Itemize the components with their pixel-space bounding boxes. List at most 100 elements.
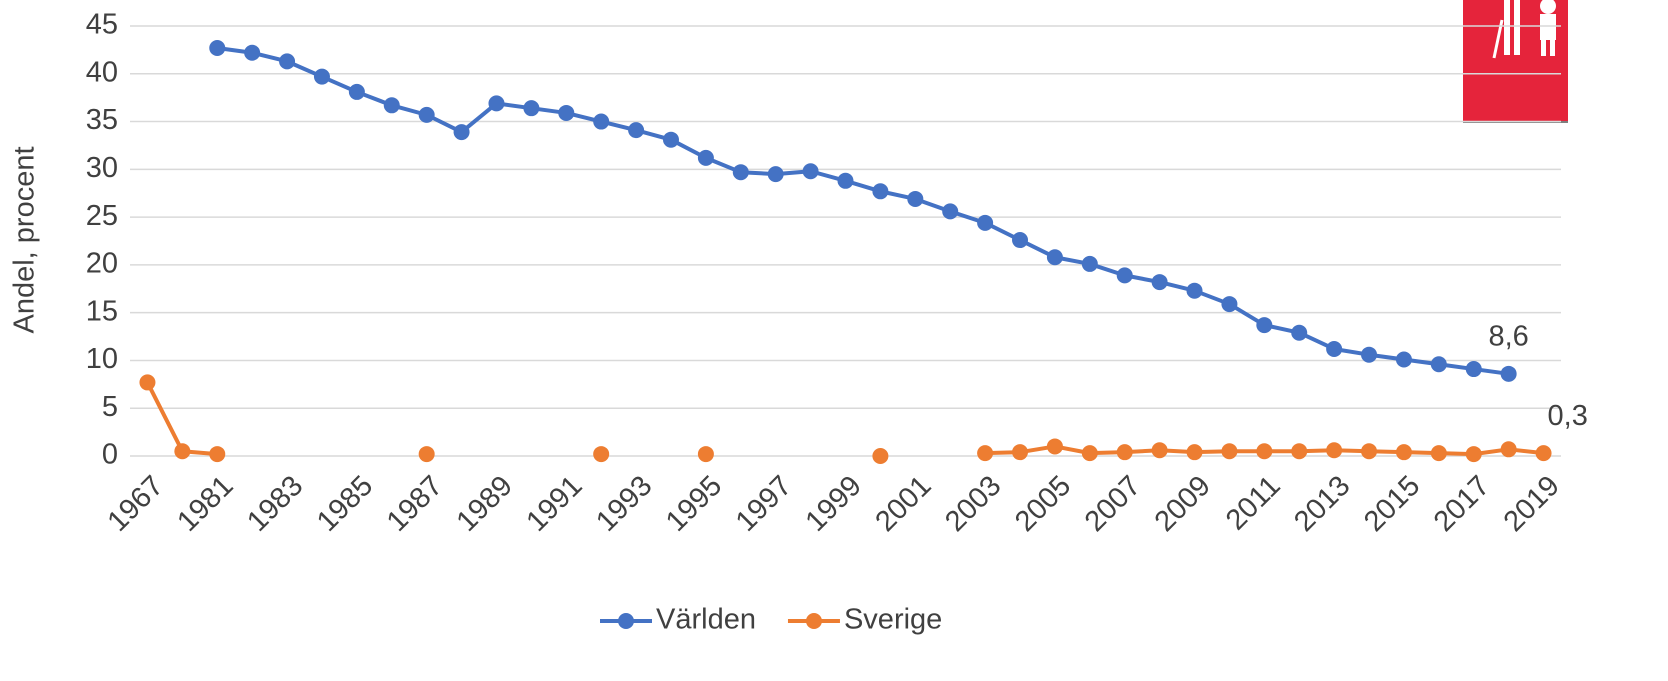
marker xyxy=(662,131,679,148)
legend-label: Sverige xyxy=(844,604,942,636)
marker xyxy=(488,95,505,112)
marker xyxy=(1256,443,1273,460)
marker xyxy=(697,149,714,166)
marker xyxy=(279,53,296,70)
marker xyxy=(1116,267,1133,284)
x-tick-label: 2011 xyxy=(1220,470,1287,537)
x-tick-label: 1989 xyxy=(451,470,519,538)
sdg-icon xyxy=(1463,0,1568,123)
marker xyxy=(1361,443,1378,460)
marker xyxy=(558,104,575,121)
series-line xyxy=(216,45,1509,376)
y-tick-label: 5 xyxy=(102,391,118,423)
marker xyxy=(802,163,819,180)
marker xyxy=(977,445,994,462)
marker xyxy=(418,446,435,463)
marker xyxy=(1465,361,1482,378)
marker xyxy=(1151,442,1168,459)
marker xyxy=(767,166,784,183)
marker xyxy=(1326,340,1343,357)
marker xyxy=(139,374,156,391)
legend-item: Sverige xyxy=(787,604,942,636)
marker xyxy=(1221,443,1238,460)
x-tick-label: 1985 xyxy=(311,470,379,538)
marker xyxy=(418,106,435,123)
marker xyxy=(1500,441,1517,458)
y-tick-label: 40 xyxy=(86,56,118,88)
marker xyxy=(1430,445,1447,462)
marker xyxy=(1465,446,1482,463)
x-tick-label: 1995 xyxy=(660,470,728,538)
data-label: 0,3 xyxy=(1548,400,1588,432)
marker xyxy=(244,44,261,61)
marker xyxy=(209,446,226,463)
marker xyxy=(1046,249,1063,266)
x-tick-label: 1981 xyxy=(171,470,239,538)
x-tick-label: 2009 xyxy=(1149,470,1217,538)
y-tick-label: 15 xyxy=(86,295,118,327)
marker xyxy=(1012,444,1029,461)
marker xyxy=(1291,443,1308,460)
y-axis-label: Andel, procent xyxy=(9,146,41,333)
marker xyxy=(1012,232,1029,249)
x-tick-label: 2017 xyxy=(1428,470,1496,538)
y-tick-label: 20 xyxy=(86,248,118,280)
marker xyxy=(872,448,889,464)
y-tick-label: 35 xyxy=(86,104,118,136)
x-tick-label: 1967 xyxy=(102,470,170,538)
marker xyxy=(453,124,470,141)
marker xyxy=(1500,365,1517,382)
y-tick-label: 30 xyxy=(86,152,118,184)
marker xyxy=(1395,351,1412,368)
marker xyxy=(593,113,610,130)
marker xyxy=(1361,346,1378,363)
marker xyxy=(1151,274,1168,291)
x-tick-label: 2001 xyxy=(869,470,937,538)
marker xyxy=(1186,282,1203,299)
y-tick-label: 45 xyxy=(86,9,118,41)
marker xyxy=(1326,442,1343,459)
marker xyxy=(1186,444,1203,461)
marker xyxy=(697,446,714,463)
marker xyxy=(1081,255,1098,272)
x-tick-label: 2007 xyxy=(1079,470,1147,538)
marker xyxy=(383,97,400,114)
x-tick-label: 1991 xyxy=(520,470,588,538)
x-tick-label: 2005 xyxy=(1009,470,1077,538)
x-tick-label: 1983 xyxy=(241,470,309,538)
x-tick-label: 1997 xyxy=(730,470,798,538)
marker xyxy=(1430,356,1447,373)
x-tick-label: 2013 xyxy=(1288,470,1356,538)
y-tick-label: 25 xyxy=(86,200,118,232)
x-tick-label: 2003 xyxy=(939,470,1007,538)
marker xyxy=(907,190,924,207)
marker xyxy=(1535,445,1552,462)
x-tick-label: 2015 xyxy=(1358,470,1426,538)
marker xyxy=(942,203,959,220)
marker xyxy=(1081,445,1098,462)
marker xyxy=(977,214,994,231)
marker xyxy=(313,68,330,85)
marker xyxy=(732,164,749,181)
marker xyxy=(872,183,889,200)
x-tick-label: 1999 xyxy=(800,470,868,538)
marker xyxy=(523,100,540,117)
legend-marker xyxy=(618,613,634,629)
y-tick-label: 0 xyxy=(102,439,118,471)
legend-item: Världen xyxy=(600,604,756,636)
x-tick-label: 1993 xyxy=(590,470,658,538)
marker xyxy=(1256,317,1273,334)
marker xyxy=(209,39,226,56)
marker xyxy=(1395,444,1412,461)
marker xyxy=(1046,438,1063,455)
data-label: 8,6 xyxy=(1488,320,1528,352)
marker xyxy=(348,83,365,100)
legend-label: Världen xyxy=(656,604,756,636)
marker xyxy=(1116,444,1133,461)
marker xyxy=(593,446,610,463)
x-tick-label: 2019 xyxy=(1498,470,1566,538)
marker xyxy=(174,443,191,460)
marker xyxy=(628,122,645,139)
marker xyxy=(1291,324,1308,341)
